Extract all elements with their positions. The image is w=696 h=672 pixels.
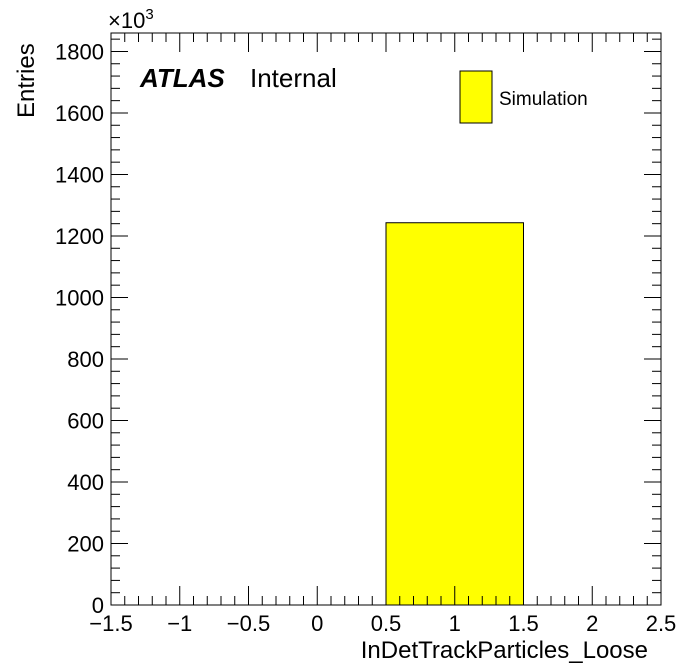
x-tick-label: −0.5 (227, 611, 270, 636)
y-multiplier-exponent: 3 (145, 6, 153, 23)
plot-frame (110, 32, 662, 606)
y-tick-label: 1000 (55, 285, 104, 310)
ticks-layer (110, 33, 662, 606)
y-tick-label: 1800 (55, 39, 104, 64)
x-axis-title: InDetTrackParticles_Loose (361, 637, 648, 664)
y-tick-labels: 0 200 400 600 800 1000 1200 1400 1600 1800 (55, 39, 104, 618)
x-tick-label: 0.5 (371, 611, 402, 636)
y-tick-label: 600 (67, 408, 104, 433)
y-tick-label: 400 (67, 470, 104, 495)
legend-label: Simulation (499, 89, 588, 110)
y-tick-label: 200 (67, 531, 104, 556)
x-tick-label: −1 (167, 611, 192, 636)
x-tick-label: −1.5 (89, 611, 132, 636)
x-tick-label: 2.5 (646, 611, 677, 636)
x-tick-label: 1 (449, 611, 461, 636)
internal-label: Internal (250, 63, 337, 93)
histogram-bar-0 (385, 222, 524, 606)
y-tick-label: 0 (92, 593, 104, 618)
legend-swatch (459, 70, 493, 124)
y-multiplier-base: ×10 (108, 8, 145, 33)
x-tick-label: 2 (586, 611, 598, 636)
x-tick-label: 0 (311, 611, 323, 636)
y-tick-label: 1400 (55, 162, 104, 187)
y-tick-label: 1200 (55, 224, 104, 249)
y-multiplier: ×103 (108, 6, 154, 33)
y-tick-label: 1600 (55, 101, 104, 126)
atlas-label: ATLAS (139, 63, 225, 93)
bars-layer (385, 222, 524, 606)
x-tick-labels: −1.5 −1 −0.5 0 0.5 1 1.5 2 2.5 (89, 611, 676, 636)
y-axis-title: Entries (13, 43, 40, 118)
x-tick-label: 1.5 (508, 611, 539, 636)
y-tick-label: 800 (67, 347, 104, 372)
